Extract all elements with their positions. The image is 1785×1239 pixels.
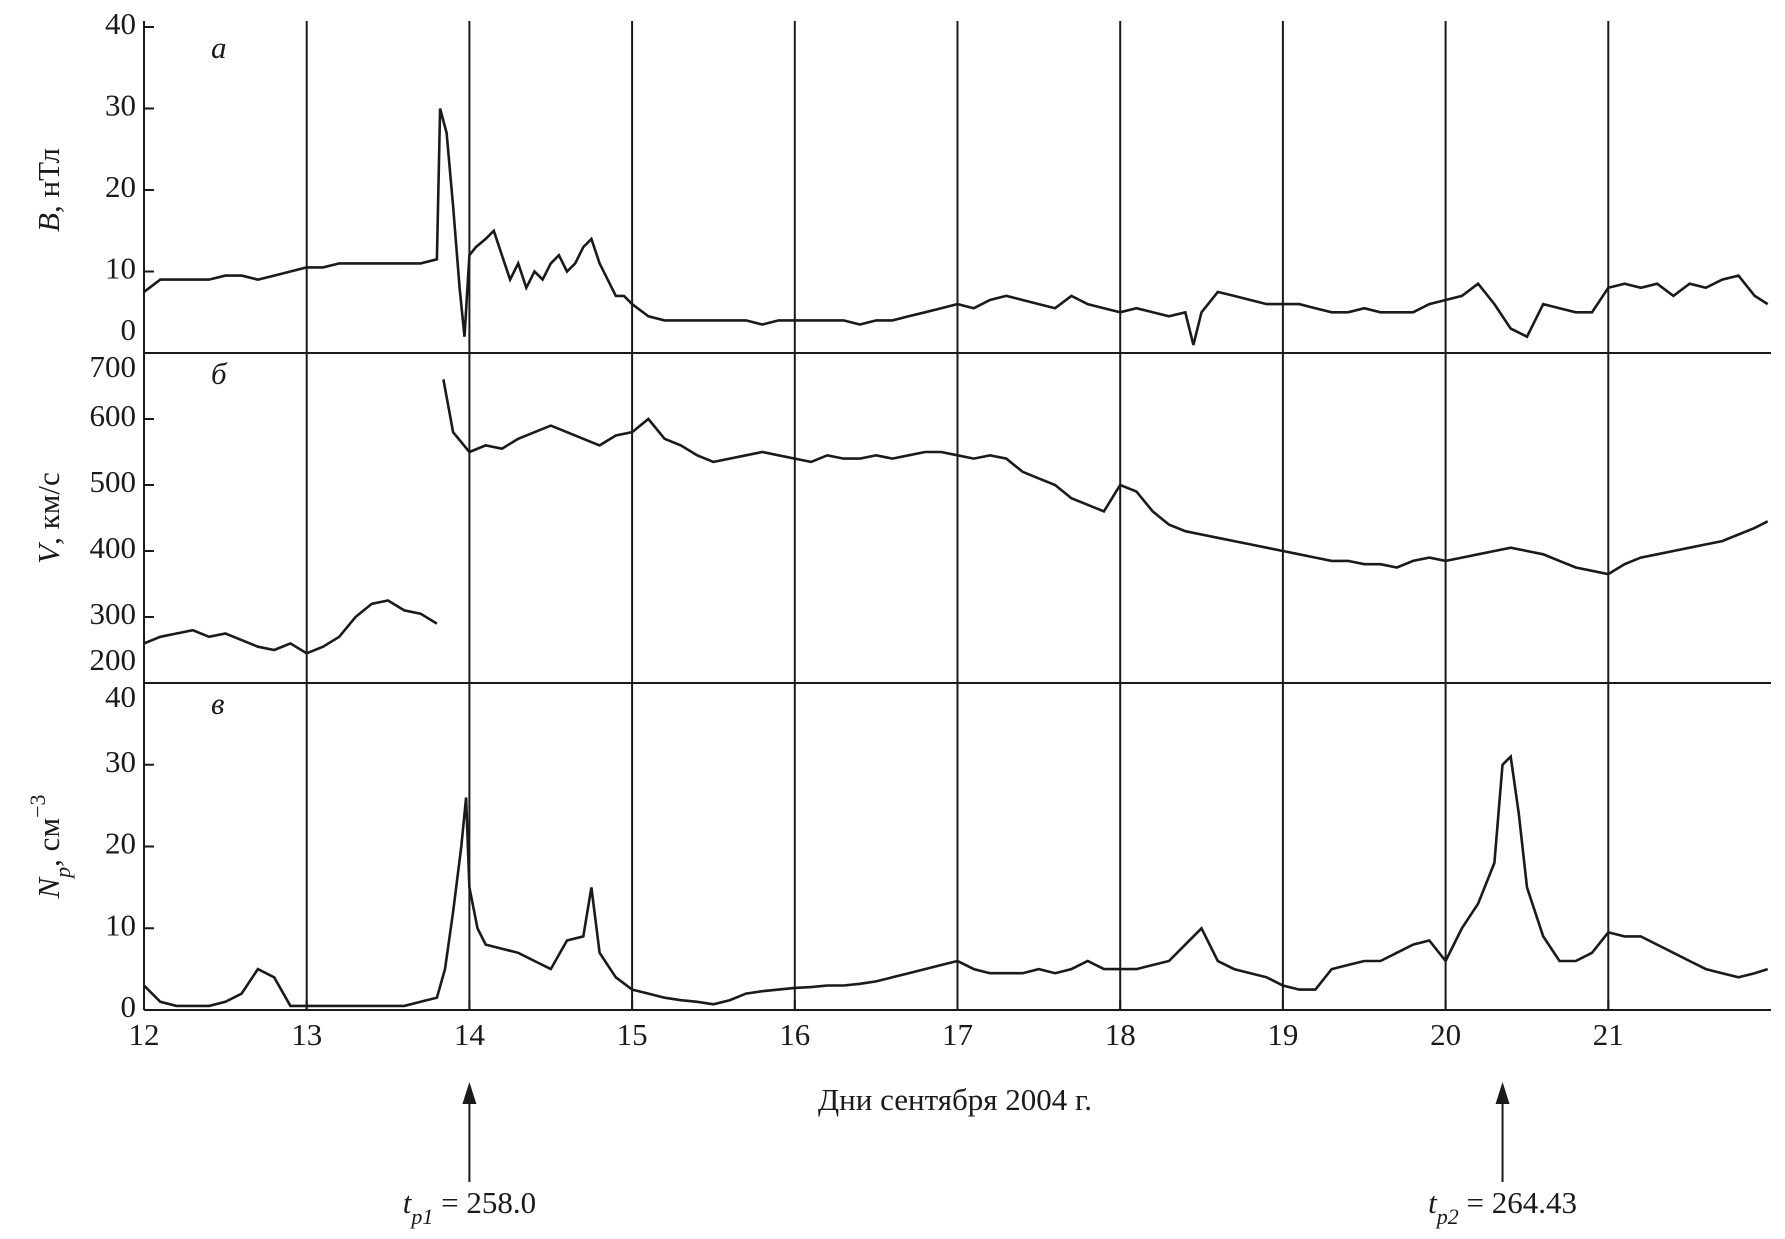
x-axis-label: Дни сентября 2004 г. [818, 1082, 1092, 1117]
text-part: , нТл [31, 148, 66, 213]
annotation-arrow [462, 1082, 477, 1182]
annotation-arrow [1495, 1082, 1510, 1182]
text-part: , см [31, 818, 66, 867]
y-tick-label: 10 [105, 907, 136, 942]
panel-label: а [211, 30, 227, 65]
y-tick-label: 0 [121, 312, 137, 347]
x-tick-label: 12 [129, 1017, 160, 1052]
y-tick-label: 10 [105, 251, 136, 286]
text-part: B [31, 213, 66, 232]
y-tick-label: 30 [105, 88, 136, 123]
y-tick-label: 400 [90, 530, 137, 565]
annotation-label: tp1 = 258.0 [403, 1185, 536, 1228]
y-tick-label: 600 [90, 398, 137, 433]
y-tick-label: 20 [105, 169, 136, 204]
text-part: V [31, 542, 66, 564]
y-tick-label: 200 [90, 642, 137, 677]
y-tick-label: 20 [105, 826, 136, 861]
text-part: N [31, 876, 66, 900]
x-tick-label: 18 [1105, 1017, 1136, 1052]
text-part: , км/с [31, 472, 66, 545]
y-tick-label: 300 [90, 596, 137, 631]
data-line [143, 108, 1769, 346]
y-tick-label: 500 [90, 464, 137, 499]
text-part: −3 [25, 795, 50, 818]
x-tick-label: 15 [617, 1017, 648, 1052]
y-tick-label: 40 [105, 6, 136, 41]
data-line [143, 379, 1769, 655]
data-line [143, 753, 1769, 1008]
arrow-head [462, 1082, 477, 1104]
y-tick-label: 30 [105, 744, 136, 779]
x-tick-label: 19 [1267, 1017, 1298, 1052]
panel-label: б [211, 356, 228, 391]
y-tick-label: 0 [121, 989, 137, 1024]
x-tick-label: 17 [942, 1017, 973, 1052]
annotation-label: tp2 = 264.43 [1428, 1185, 1577, 1228]
text-part: p [50, 867, 75, 880]
text-part: = 258.0 [433, 1185, 536, 1220]
y-axis-label: V, км/с [31, 472, 66, 564]
text-part: p2 [1435, 1204, 1459, 1229]
text-part: t [403, 1185, 413, 1220]
x-tick-label: 16 [779, 1017, 810, 1052]
x-tick-label: 14 [454, 1017, 486, 1052]
arrow-head [1495, 1082, 1510, 1104]
panel-label: в [211, 686, 224, 721]
y-tick-label: 700 [90, 349, 137, 384]
text-part: p1 [409, 1204, 433, 1229]
text-part: t [1428, 1185, 1438, 1220]
x-tick-label: 20 [1430, 1017, 1461, 1052]
x-tick-label: 21 [1593, 1017, 1624, 1052]
x-tick-label: 13 [291, 1017, 322, 1052]
y-axis-label: B, нТл [31, 148, 66, 232]
y-axis-label: Np, см−3 [25, 795, 75, 900]
text-part: = 264.43 [1459, 1185, 1577, 1220]
y-tick-label: 40 [105, 679, 136, 714]
